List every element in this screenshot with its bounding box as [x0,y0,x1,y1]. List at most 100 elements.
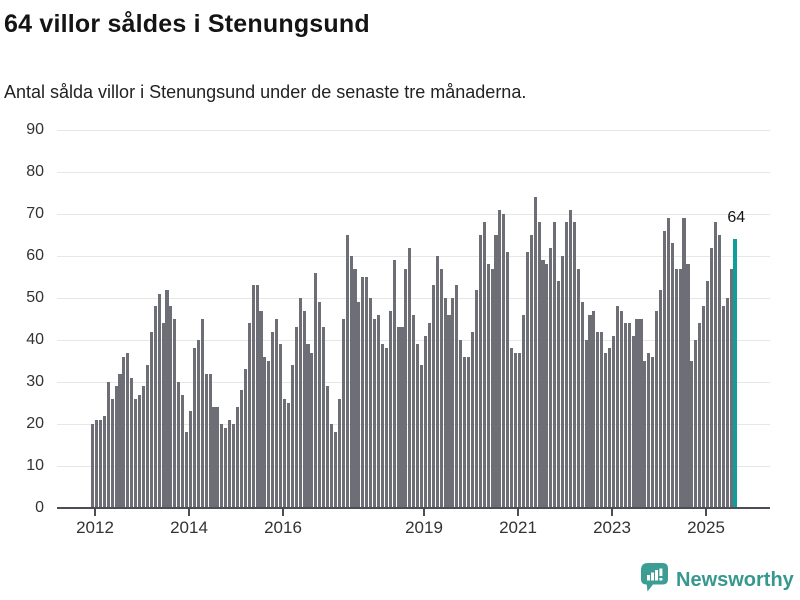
bar [725,298,729,508]
y-axis-label-0: 0 [35,499,44,516]
y-axis-label-10: 10 [26,457,44,474]
bar [576,268,580,508]
bar [126,352,130,508]
bar [537,222,541,508]
gridline-80 [57,171,770,173]
x-axis-tick-2012 [94,509,96,516]
gridline-50 [57,297,770,299]
bar [698,323,702,508]
bar [216,407,220,508]
bar [686,264,690,508]
bar [322,327,326,508]
bar [502,214,506,508]
x-axis-tick-2014 [188,509,190,516]
bar [420,365,424,508]
page-title: 64 villor såldes i Stenungsund [4,10,370,38]
bar [326,386,330,508]
bar [188,411,193,508]
bar [713,222,717,508]
bar [337,398,341,508]
bar [447,314,451,508]
bar [568,209,572,508]
bar [533,197,537,508]
bar [228,419,232,508]
bar [470,331,475,508]
bar [196,340,200,508]
bar [361,277,365,508]
bar [275,319,279,508]
y-axis-label-20: 20 [26,415,44,432]
bar [98,419,102,508]
bar [592,310,596,508]
bar [557,281,561,508]
bar [651,356,655,508]
bar [130,377,134,508]
bar [529,235,533,508]
bar [564,222,569,508]
bar [333,432,337,508]
x-axis-label-2025: 2025 [687,518,725,537]
bar [506,251,510,508]
bar [451,298,455,508]
bar [279,344,283,508]
bar [91,424,95,508]
bar [604,352,608,508]
bar [584,340,588,508]
bar [611,335,616,508]
bar [149,331,153,508]
newsworthy-bubble-chart-icon [641,562,669,598]
bar [94,419,98,508]
bar [243,369,247,508]
newsworthy-wordmark: Newsworthy [676,568,794,591]
bar [114,386,118,508]
x-axis-label-2012: 2012 [76,518,114,537]
bar [349,256,353,508]
bar [314,272,318,508]
bar [185,432,189,508]
bar [365,277,369,508]
bar [486,264,490,508]
bar [549,247,553,508]
bar [647,352,651,508]
bar [145,365,149,508]
bar [517,352,522,508]
bar [263,356,267,508]
bar [141,386,146,508]
bar [255,285,259,508]
bar [192,348,196,508]
bar [635,319,639,508]
bar [423,335,428,508]
bar [267,361,271,508]
chart-subtitle: Antal sålda villor i Stenungsund under d… [4,82,527,102]
bar [596,331,600,508]
bar [416,344,420,508]
y-axis-label-70: 70 [26,205,44,222]
bar [412,314,416,508]
bar [690,361,694,508]
y-axis-label-90: 90 [26,121,44,138]
bar [623,323,627,508]
x-axis-label-2014: 2014 [170,518,208,537]
bar [181,394,185,508]
bar [302,310,306,508]
bar [615,306,619,508]
bar [729,268,733,508]
bar [572,222,576,508]
bar [357,302,361,508]
bar [443,298,447,508]
bar [341,319,345,508]
y-axis-label-40: 40 [26,331,44,348]
bar [439,268,443,508]
bar [435,256,439,508]
bar [290,365,294,508]
gridline-70 [57,213,770,215]
bar [510,348,514,508]
y-axis-label-80: 80 [26,163,44,180]
bar [165,289,169,508]
bar [709,247,713,508]
bar [643,361,647,508]
bar [674,268,678,508]
bar [631,335,635,508]
bar [706,281,710,508]
newsworthy-logo: Newsworthy [641,562,794,598]
